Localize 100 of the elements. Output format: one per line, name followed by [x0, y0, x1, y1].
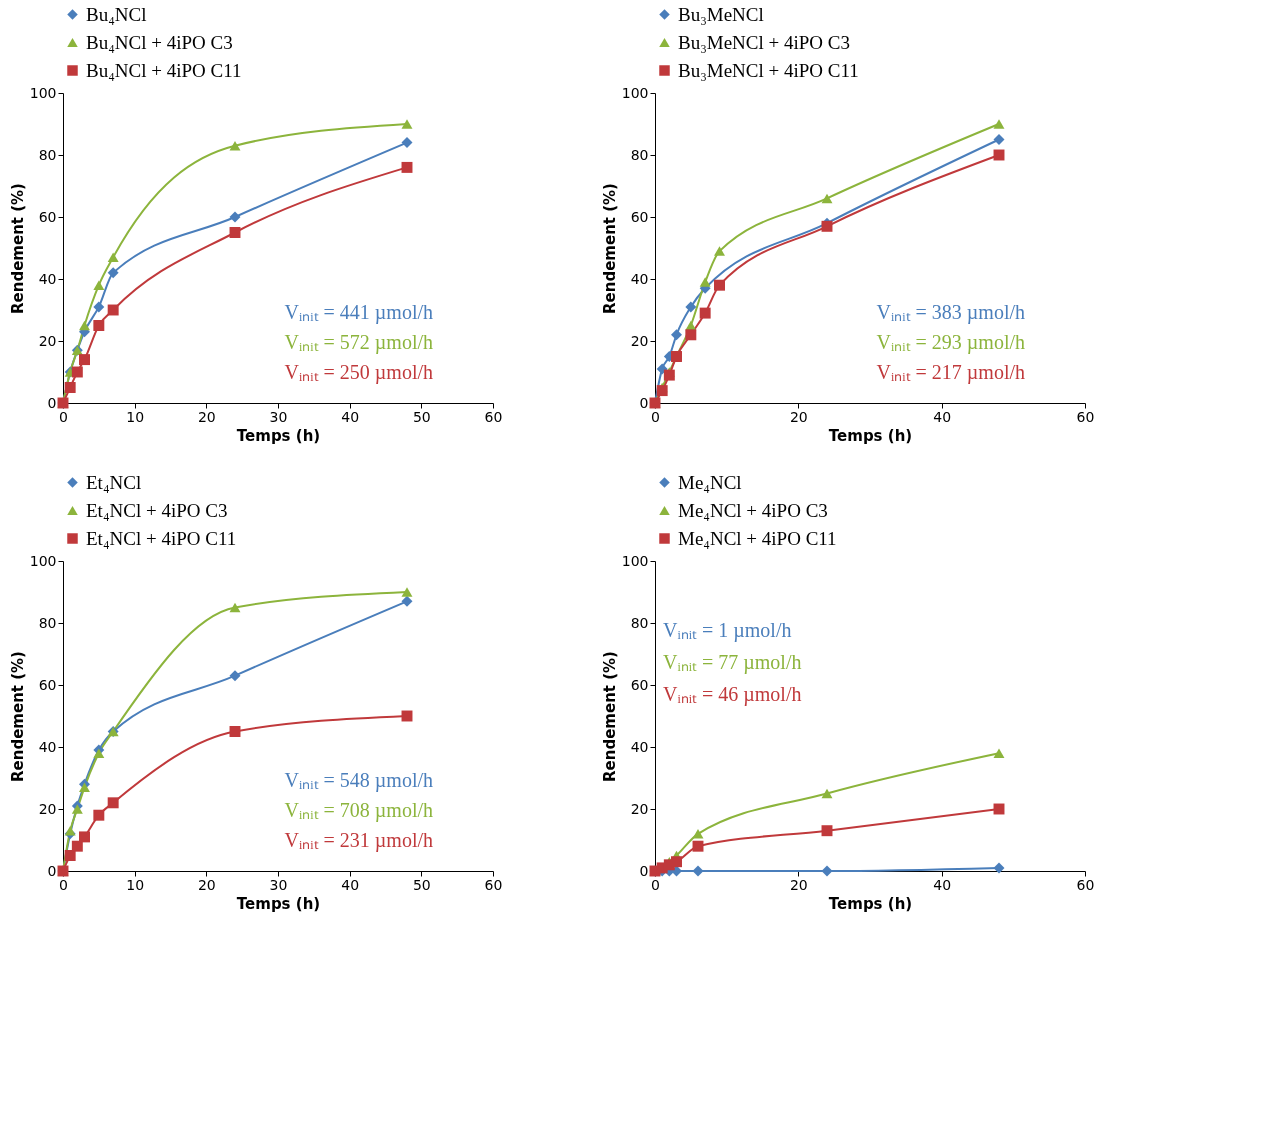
y-tick-label: 40: [630, 270, 649, 287]
annotation: Vᵢₙᵢₜ = 548 µmol/h: [284, 769, 433, 792]
point: [821, 788, 833, 799]
y-tick-label: 20: [630, 800, 649, 817]
point: [663, 369, 675, 381]
annotation: Vᵢₙᵢₜ = 77 µmol/h: [663, 651, 802, 674]
x-tick-label: 20: [197, 876, 216, 893]
point: [107, 797, 119, 809]
x-tick-label: 20: [789, 408, 808, 425]
y-tick-label: 0: [639, 394, 649, 411]
point: [401, 119, 413, 129]
point: [64, 382, 76, 393]
point: [821, 193, 833, 204]
y-axis-title: Rendement (%): [8, 651, 27, 782]
y-tick-label: 100: [621, 552, 649, 569]
x-tick-label: 20: [789, 876, 808, 893]
point: [993, 119, 1005, 129]
x-tick-label: 60: [1076, 408, 1095, 425]
y-tick-label: 80: [630, 146, 649, 163]
x-tick-label: 30: [269, 408, 288, 425]
point: [671, 329, 682, 341]
point: [229, 211, 241, 223]
y-axis-title: Rendement (%): [8, 183, 27, 314]
point: [714, 279, 725, 291]
x-tick-label: 0: [59, 876, 68, 893]
point: [93, 320, 105, 331]
y-tick-label: 40: [38, 270, 57, 287]
point: [401, 595, 413, 607]
point: [79, 320, 90, 331]
x-axis-title: Temps (h): [236, 426, 321, 445]
annotation: Vᵢₙᵢₜ = 572 µmol/h: [284, 331, 433, 354]
point: [685, 329, 697, 341]
point: [993, 862, 1005, 874]
point: [71, 840, 83, 852]
point: [71, 804, 83, 814]
y-tick-label: 20: [38, 332, 57, 349]
annotation: Vᵢₙᵢₜ = 293 µmol/h: [876, 331, 1025, 354]
x-tick-label: 40: [341, 876, 360, 893]
point: [107, 304, 119, 316]
x-axis-title: Temps (h): [828, 894, 913, 913]
x-tick-label: 40: [933, 876, 952, 893]
legend-label: Me₄NCl + 4iPO C3: [678, 499, 828, 521]
annotation: Vᵢₙᵢₜ = 231 µmol/h: [284, 829, 433, 852]
y-tick-label: 60: [630, 208, 649, 225]
y-tick-label: 100: [621, 84, 649, 101]
point: [671, 856, 682, 868]
point: [229, 670, 241, 682]
point: [692, 840, 704, 852]
x-tick-label: 60: [484, 408, 503, 425]
point: [699, 277, 711, 287]
point: [714, 246, 725, 256]
y-tick-label: 100: [29, 84, 57, 101]
legend-label: Et₄NCl: [86, 471, 142, 493]
annotation: Vᵢₙᵢₜ = 217 µmol/h: [876, 361, 1025, 384]
point: [79, 782, 90, 793]
point: [699, 307, 711, 319]
y-tick-label: 80: [38, 614, 57, 631]
y-tick-label: 20: [38, 800, 57, 817]
point: [821, 825, 833, 837]
point: [401, 161, 413, 173]
y-axis-title: Rendement (%): [600, 651, 619, 782]
legend-label: Bu₄NCl + 4iPO C11: [86, 59, 242, 81]
x-tick-label: 30: [269, 876, 288, 893]
point: [93, 748, 105, 758]
point: [229, 602, 241, 613]
point: [229, 726, 241, 737]
y-tick-label: 60: [38, 676, 57, 693]
x-tick-label: 40: [933, 408, 952, 425]
annotation: Vᵢₙᵢₜ = 46 µmol/h: [663, 683, 802, 706]
point: [64, 850, 76, 861]
legend-label: Bu₃MeNCl + 4iPO C11: [678, 59, 859, 81]
y-tick-label: 80: [38, 146, 57, 163]
annotation: Vᵢₙᵢₜ = 708 µmol/h: [284, 799, 433, 822]
point: [93, 809, 105, 821]
point: [656, 363, 668, 375]
point: [229, 227, 241, 238]
y-axis-title: Rendement (%): [600, 183, 619, 314]
legend-label: Bu₃MeNCl + 4iPO C3: [678, 31, 851, 53]
point: [93, 280, 105, 290]
x-tick-label: 20: [197, 408, 216, 425]
x-tick-label: 50: [412, 876, 431, 893]
y-tick-label: 0: [639, 862, 649, 879]
point: [656, 385, 668, 397]
point: [685, 301, 697, 313]
point: [692, 865, 704, 877]
point: [692, 829, 704, 839]
annotation: Vᵢₙᵢₜ = 383 µmol/h: [876, 301, 1025, 324]
annotation: Vᵢₙᵢₜ = 250 µmol/h: [284, 361, 433, 384]
legend-label: Et₄NCl + 4iPO C11: [86, 527, 237, 549]
point: [401, 587, 413, 597]
y-tick-label: 20: [630, 332, 649, 349]
x-tick-label: 40: [341, 408, 360, 425]
x-axis-title: Temps (h): [236, 894, 321, 913]
y-tick-label: 100: [29, 552, 57, 569]
x-tick-label: 60: [484, 876, 503, 893]
legend-label: Bu₃MeNCl: [678, 3, 764, 25]
point: [107, 252, 119, 263]
x-tick-label: 50: [412, 408, 431, 425]
x-tick-label: 60: [1076, 876, 1095, 893]
y-tick-label: 0: [47, 394, 57, 411]
